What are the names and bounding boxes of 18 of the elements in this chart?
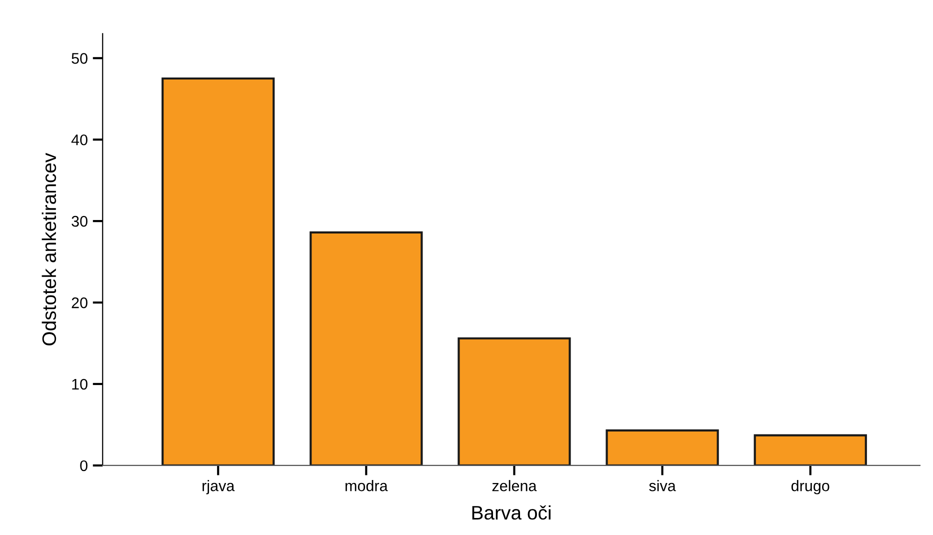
- x-axis-title: Barva oči: [472, 505, 551, 520]
- bar: [458, 337, 571, 466]
- bar: [310, 231, 423, 466]
- y-tick-label: 10: [72, 378, 88, 390]
- bar: [754, 434, 867, 466]
- x-tick-label: siva: [649, 480, 676, 492]
- y-axis-title: Odstotek anketirancev: [42, 152, 56, 346]
- x-tick-label: zelena: [492, 480, 537, 492]
- bar: [606, 429, 719, 466]
- x-tick-label: drugo: [791, 480, 830, 494]
- y-tick-label: 20: [72, 297, 88, 308]
- x-tick-label: modra: [346, 480, 388, 492]
- bar: [162, 77, 275, 466]
- x-tick-label: rjava: [202, 480, 235, 494]
- y-tick-label: 0: [80, 460, 88, 472]
- y-tick-label: 50: [72, 53, 88, 64]
- y-tick-label: 30: [72, 216, 88, 227]
- y-tick-label: 40: [71, 134, 88, 146]
